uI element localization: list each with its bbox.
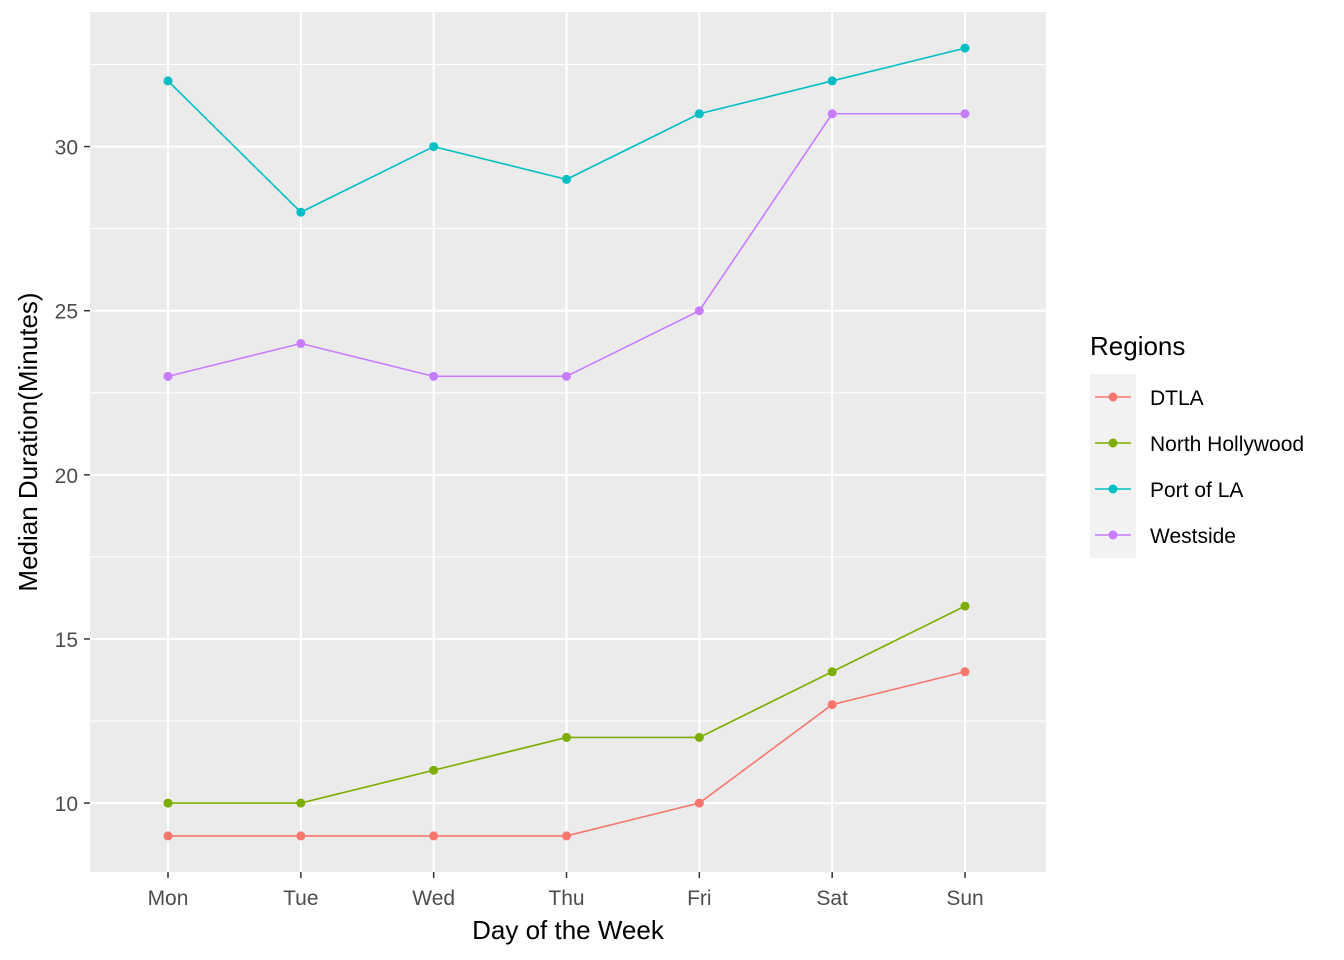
- x-tick-label: Tue: [283, 887, 318, 910]
- legend-label-dtla: DTLA: [1150, 387, 1204, 410]
- legend-title: Regions: [1090, 331, 1185, 361]
- data-point-dtla: [163, 831, 173, 841]
- legend-label-port-of-la: Port of LA: [1150, 479, 1243, 502]
- data-point-port-of-la: [296, 207, 306, 217]
- y-axis-title: Median Duration(Minutes): [13, 292, 43, 591]
- data-point-westside: [562, 371, 571, 381]
- data-point-north-hollywood: [827, 667, 837, 677]
- y-tick-label: 10: [55, 793, 78, 816]
- data-point-westside: [296, 339, 306, 349]
- y-tick-label: 15: [55, 629, 78, 652]
- data-point-dtla: [562, 831, 571, 841]
- data-point-port-of-la: [694, 109, 704, 119]
- legend-key-point-westside: [1108, 530, 1118, 540]
- data-point-westside: [163, 371, 173, 381]
- data-point-north-hollywood: [163, 798, 173, 808]
- x-tick-label: Sat: [816, 887, 848, 910]
- data-point-port-of-la: [429, 142, 439, 152]
- data-point-port-of-la: [562, 174, 571, 184]
- data-point-port-of-la: [960, 43, 970, 53]
- data-point-north-hollywood: [562, 732, 571, 742]
- data-point-dtla: [827, 700, 837, 710]
- y-axis: 10 15 20 25 30: [55, 137, 90, 816]
- data-point-north-hollywood: [960, 601, 970, 611]
- series-layer: [163, 43, 970, 841]
- data-point-dtla: [694, 798, 704, 808]
- legend-key-point-dtla: [1108, 392, 1118, 402]
- x-axis: Mon Tue Wed Thu Fri Sat Sun: [148, 872, 984, 910]
- plot-panel: [90, 12, 1046, 872]
- data-point-north-hollywood: [429, 765, 439, 775]
- y-tick-label: 20: [55, 465, 78, 488]
- legend-key-point-port-of-la: [1108, 484, 1118, 494]
- data-point-dtla: [296, 831, 306, 841]
- x-tick-label: Mon: [148, 887, 189, 910]
- data-point-westside: [429, 371, 439, 381]
- legend: Regions DTLA North Hollywood Port of LA Wes…: [1090, 331, 1304, 558]
- x-tick-label: Thu: [548, 887, 584, 910]
- y-tick-label: 30: [55, 137, 78, 160]
- x-tick-label: Fri: [687, 887, 712, 910]
- data-point-dtla: [429, 831, 439, 841]
- legend-label-westside: Westside: [1150, 525, 1236, 548]
- x-axis-title: Day of the Week: [472, 915, 665, 945]
- data-point-westside: [960, 109, 970, 119]
- data-point-dtla: [960, 667, 970, 677]
- data-point-port-of-la: [163, 76, 173, 86]
- minor-gridlines: [90, 64, 1046, 722]
- data-point-north-hollywood: [694, 732, 704, 742]
- x-tick-label: Wed: [412, 887, 455, 910]
- data-point-north-hollywood: [296, 798, 306, 808]
- data-point-westside: [694, 306, 704, 316]
- legend-label-north-hollywood: North Hollywood: [1150, 433, 1304, 456]
- y-tick-label: 25: [55, 301, 78, 324]
- data-point-port-of-la: [827, 76, 837, 86]
- legend-key-background: [1090, 374, 1136, 558]
- legend-key-point-north-hollywood: [1108, 438, 1118, 448]
- x-tick-label: Sun: [946, 887, 983, 910]
- data-point-westside: [827, 109, 837, 119]
